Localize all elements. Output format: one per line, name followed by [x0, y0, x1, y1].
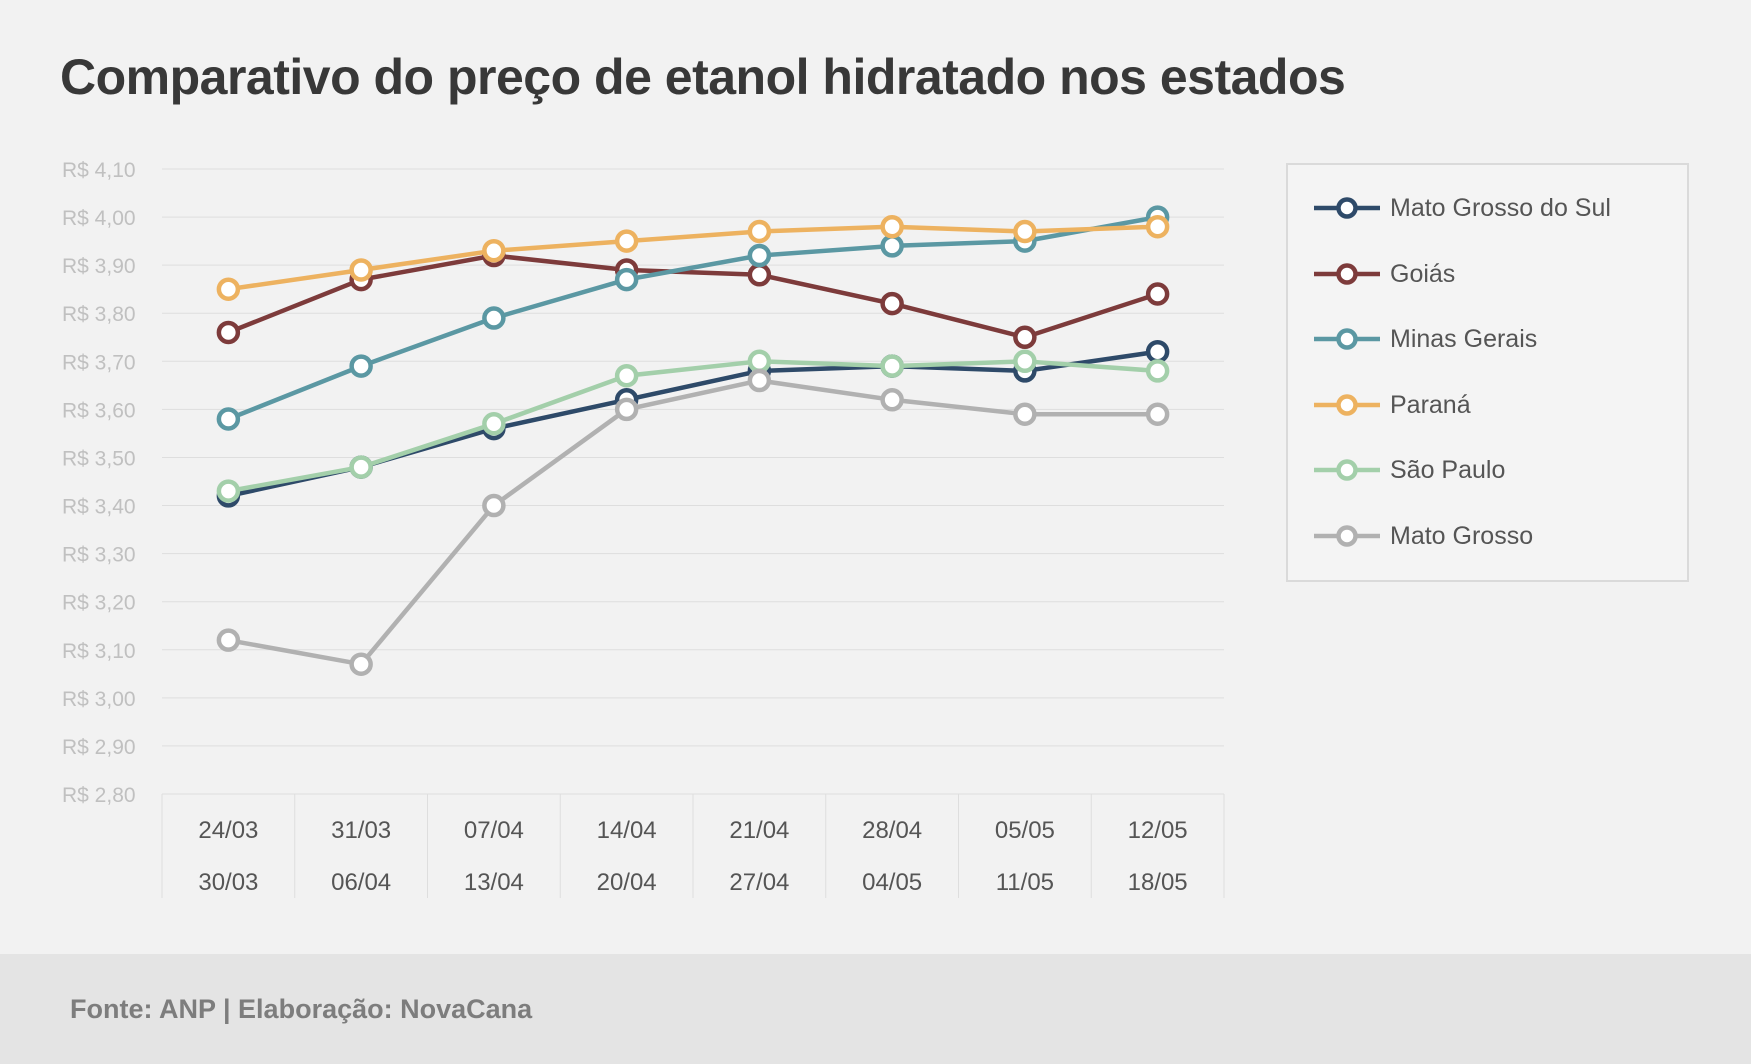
data-point [880, 354, 904, 378]
x-tick-label: 14/04 [597, 817, 657, 844]
data-point [349, 652, 373, 676]
data-point [216, 277, 241, 301]
series-line [227, 359, 1158, 494]
series-line [227, 214, 1159, 422]
x-tick-label: 30/03 [198, 869, 258, 896]
series-line [228, 224, 1158, 292]
data-point [614, 363, 639, 388]
data-point [216, 320, 241, 345]
data-point [614, 267, 639, 292]
data-point [1145, 402, 1170, 426]
y-tick-label: R$ 3,00 [62, 688, 136, 711]
x-tick-label: 11/05 [996, 869, 1054, 896]
data-point [1145, 339, 1170, 364]
data-point [880, 388, 904, 412]
data-point [216, 628, 241, 652]
y-tick-label: R$ 3,30 [62, 544, 136, 567]
data-point [482, 412, 506, 436]
data-point [880, 291, 904, 316]
data-point [880, 214, 904, 239]
data-point [1145, 359, 1170, 383]
x-tick-label: 06/04 [331, 869, 391, 896]
data-point [614, 397, 639, 422]
x-tick-label: 04/05 [862, 869, 922, 896]
legend-marker [1314, 197, 1380, 219]
series-line [227, 378, 1158, 667]
series-3 [216, 214, 1170, 301]
data-point [482, 306, 506, 330]
data-point [1013, 325, 1037, 350]
x-tick-label: 05/05 [995, 817, 1055, 844]
data-point [216, 407, 241, 431]
data-point [1013, 402, 1037, 426]
series-5 [216, 368, 1170, 676]
data-point [747, 368, 772, 393]
y-tick-label: R$ 3,50 [62, 447, 136, 470]
data-point [747, 219, 772, 244]
data-point [747, 243, 772, 268]
y-tick-label: R$ 3,80 [62, 303, 136, 326]
source-credit: Fonte: ANP | Elaboração: NovaCana [70, 994, 533, 1024]
data-point [349, 258, 373, 282]
series-line [227, 253, 1159, 340]
line-chart: R$ 2,80 R$ 2,90 R$ 3,00 R$ 3,10 R$ 3,20 R$ 3,… [62, 159, 1225, 898]
data-point [747, 349, 772, 374]
x-tick-label: 13/04 [464, 869, 524, 896]
y-tick-label: R$ 2,90 [62, 736, 136, 759]
y-tick-label: R$ 4,00 [62, 207, 136, 230]
x-tick-label: 27/04 [729, 869, 789, 896]
legend-marker [1314, 393, 1380, 416]
data-point [1145, 282, 1170, 306]
data-point [216, 479, 241, 503]
data-point [1145, 214, 1170, 239]
y-tick-label: R$ 3,20 [62, 592, 136, 615]
y-tick-label: R$ 3,10 [62, 640, 136, 663]
x-tick-label: 07/04 [464, 817, 524, 844]
data-point [614, 229, 639, 253]
legend-label: Goiás [1390, 259, 1456, 288]
data-point [482, 493, 506, 518]
legend-marker [1314, 328, 1380, 350]
footer: Fonte: ANP | Elaboração: NovaCana [0, 954, 1751, 1064]
data-point [747, 263, 772, 287]
legend-marker [1314, 262, 1380, 285]
data-point [1013, 349, 1037, 374]
y-tick-label: R$ 3,90 [62, 255, 136, 278]
data-point [482, 238, 506, 263]
x-tick-label: 31/03 [331, 817, 391, 844]
x-tick-label: 20/04 [597, 869, 657, 896]
chart-legend: Mato Grosso do Sul Goiás Minas Gerais Paran… [1286, 163, 1689, 582]
x-tick-label: 21/04 [729, 817, 789, 844]
y-tick-label: R$ 3,40 [62, 496, 136, 519]
x-tick-label: 24/03 [198, 817, 258, 844]
data-point [349, 455, 373, 479]
y-tick-label: R$ 3,60 [62, 399, 136, 422]
chart-title: Comparativo do preço de etanol hidratado… [60, 49, 1346, 105]
legend-marker [1314, 459, 1380, 481]
data-point [349, 354, 373, 378]
data-point [880, 234, 904, 258]
legend-label: Mato Grosso [1390, 521, 1534, 550]
legend-label: Minas Gerais [1390, 325, 1538, 353]
legend-label: Mato Grosso do Sul [1390, 194, 1611, 222]
x-tick-label: 12/05 [1128, 817, 1188, 844]
x-tick-label: 28/04 [862, 817, 922, 844]
y-tick-label: R$ 4,10 [62, 159, 136, 182]
x-tick-label: 18/05 [1128, 869, 1188, 896]
legend-marker [1314, 524, 1380, 547]
legend-label: Paraná [1390, 390, 1471, 419]
legend-label: São Paulo [1390, 456, 1506, 484]
y-tick-label: R$ 3,70 [62, 351, 136, 374]
y-tick-label: R$ 2,80 [62, 784, 136, 807]
data-point [1013, 219, 1037, 244]
